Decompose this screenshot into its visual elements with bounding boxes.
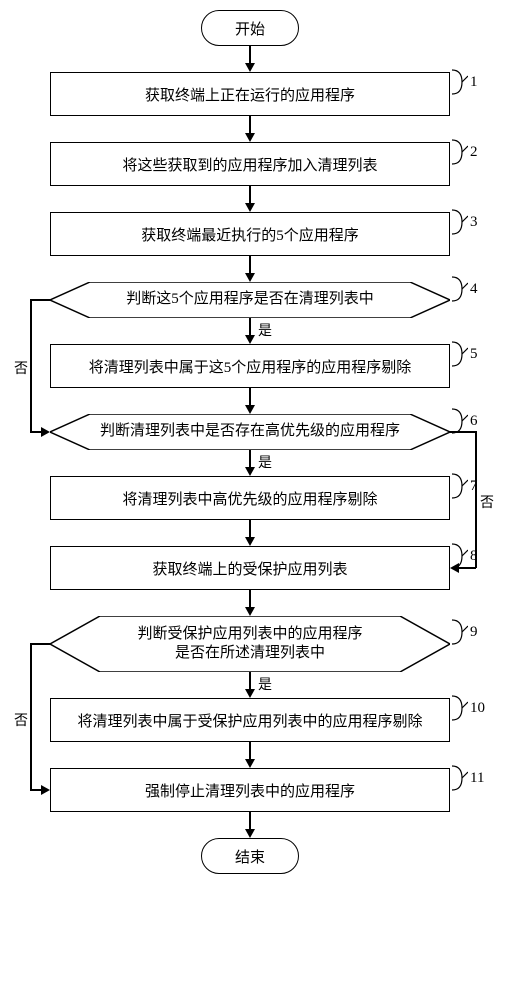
step-5-text: 将清理列表中属于这5个应用程序的应用程序剔除 <box>89 356 412 377</box>
step-9-decision: 判断受保护应用列表中的应用程序是否在所述清理列表中 <box>50 616 450 672</box>
step-11-label: 11 <box>452 764 484 792</box>
step-7-text: 将清理列表中高优先级的应用程序剔除 <box>122 488 377 509</box>
end-terminal: 结束 <box>201 838 299 874</box>
step-4-yes-label: 是 <box>258 320 272 340</box>
step-1-text: 获取终端上正在运行的应用程序 <box>145 84 355 105</box>
step-8-label: 8 <box>452 542 478 570</box>
step-11-process: 强制停止清理列表中的应用程序 <box>50 768 450 812</box>
step-6-text: 判断清理列表中是否存在高优先级的应用程序 <box>100 422 400 442</box>
start-label: 开始 <box>235 18 265 39</box>
step-4-no-label: 否 <box>14 358 28 378</box>
step-5-process: 将清理列表中属于这5个应用程序的应用程序剔除 <box>50 344 450 388</box>
step-1-process: 获取终端上正在运行的应用程序 <box>50 72 450 116</box>
step-2-process: 将这些获取到的应用程序加入清理列表 <box>50 142 450 186</box>
step-4-decision: 判断这5个应用程序是否在清理列表中 <box>50 282 450 318</box>
step-10-label: 10 <box>452 694 485 722</box>
step-2-label: 2 <box>452 138 478 166</box>
step-6-yes-label: 是 <box>258 452 272 472</box>
step-9-no-label: 否 <box>14 710 28 730</box>
step-11-text: 强制停止清理列表中的应用程序 <box>145 780 355 801</box>
step-5-label: 5 <box>452 340 478 368</box>
step-7-process: 将清理列表中高优先级的应用程序剔除 <box>50 476 450 520</box>
step-4-label: 4 <box>452 275 478 303</box>
step-10-process: 将清理列表中属于受保护应用列表中的应用程序剔除 <box>50 698 450 742</box>
step-6-decision: 判断清理列表中是否存在高优先级的应用程序 <box>50 414 450 450</box>
step-10-text: 将清理列表中属于受保护应用列表中的应用程序剔除 <box>77 710 422 731</box>
step-4-text: 判断这5个应用程序是否在清理列表中 <box>126 290 374 310</box>
step-8-text: 获取终端上的受保护应用列表 <box>152 558 347 579</box>
step-9-yes-label: 是 <box>258 674 272 694</box>
end-label: 结束 <box>235 846 265 867</box>
flowchart-container: 开始 获取终端上正在运行的应用程序 1 将这些获取到的应用程序加入清理列表 2 … <box>10 10 508 990</box>
step-2-text: 将这些获取到的应用程序加入清理列表 <box>122 154 377 175</box>
step-3-label: 3 <box>452 208 478 236</box>
start-terminal: 开始 <box>201 10 299 46</box>
step-8-process: 获取终端上的受保护应用列表 <box>50 546 450 590</box>
step-9-text: 判断受保护应用列表中的应用程序是否在所述清理列表中 <box>137 625 362 664</box>
step-1-label: 1 <box>452 68 478 96</box>
step-3-process: 获取终端最近执行的5个应用程序 <box>50 212 450 256</box>
step-3-text: 获取终端最近执行的5个应用程序 <box>141 224 359 245</box>
step-9-label: 9 <box>452 618 478 646</box>
step-7-label: 7 <box>452 472 478 500</box>
step-6-no-label: 否 <box>480 492 494 512</box>
